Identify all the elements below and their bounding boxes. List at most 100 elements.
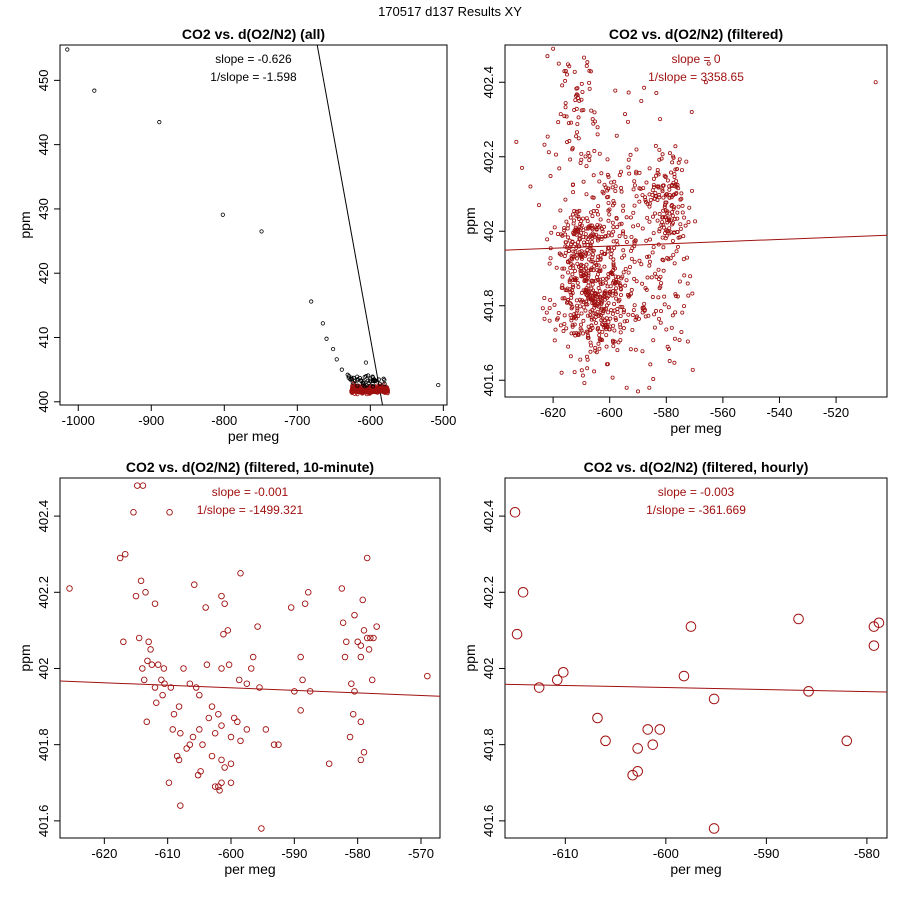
data-point	[578, 326, 583, 331]
data-point	[671, 252, 676, 257]
data-point	[612, 281, 617, 286]
data-point	[672, 360, 677, 365]
data-point	[363, 360, 369, 365]
data-point	[629, 256, 634, 261]
data-point	[573, 249, 578, 254]
data-point	[556, 120, 561, 125]
data-point	[590, 255, 595, 260]
data-point	[585, 276, 590, 281]
data-point	[653, 143, 658, 148]
data-point	[610, 311, 615, 316]
data-point	[175, 703, 183, 710]
data-point	[540, 306, 545, 311]
data-point	[690, 188, 695, 193]
data-point	[661, 245, 666, 250]
data-point	[191, 581, 198, 588]
data-point	[612, 179, 617, 184]
data-point	[656, 295, 661, 300]
data-point	[582, 277, 587, 282]
data-point	[619, 189, 624, 194]
data-point	[651, 182, 656, 187]
data-point	[626, 90, 631, 95]
data-point	[581, 273, 586, 278]
data-point	[652, 325, 657, 330]
data-point	[299, 676, 306, 684]
data-point	[143, 718, 151, 726]
data-point	[565, 226, 570, 231]
data-point	[654, 274, 659, 279]
data-point	[596, 292, 601, 297]
data-point	[552, 225, 557, 230]
data-point	[636, 316, 641, 321]
data-point	[680, 210, 685, 215]
data-point	[670, 313, 675, 318]
data-point	[610, 220, 615, 225]
data-point	[608, 316, 613, 321]
data-point	[579, 322, 584, 327]
data-point	[557, 251, 562, 256]
chart-title: CO2 vs. d(O2/N2) (all)	[182, 26, 325, 42]
data-point	[666, 257, 671, 262]
data-point	[590, 214, 595, 219]
data-point	[350, 386, 355, 391]
y-axis-label: ppm	[17, 211, 33, 238]
data-point	[218, 756, 225, 764]
data-point	[572, 108, 577, 113]
data-point	[610, 203, 615, 208]
data-point	[577, 98, 582, 103]
data-point	[592, 305, 597, 310]
plot-frame	[59, 477, 441, 839]
data-point	[600, 281, 605, 286]
data-point	[660, 257, 665, 262]
data-point	[654, 308, 659, 313]
data-point	[132, 592, 140, 600]
data-point	[169, 726, 176, 733]
data-point	[611, 239, 616, 244]
y-tick-label: 401.8	[36, 728, 51, 761]
data-point	[562, 114, 567, 119]
data-point	[592, 300, 597, 305]
data-point	[569, 318, 574, 323]
data-point	[368, 676, 376, 684]
data-point	[559, 370, 564, 375]
data-point	[575, 261, 580, 266]
data-point	[670, 160, 675, 165]
x-tick-label: -520	[823, 405, 849, 420]
data-point	[570, 263, 575, 268]
data-point	[617, 222, 622, 227]
data-point	[570, 272, 575, 277]
data-point	[629, 234, 634, 239]
data-point	[614, 286, 619, 291]
data-point	[144, 657, 151, 665]
data-point	[548, 256, 553, 261]
data-point	[552, 302, 557, 307]
data-point	[580, 216, 585, 221]
data-point	[586, 295, 591, 300]
data-point	[562, 225, 567, 230]
data-point	[675, 294, 680, 299]
data-point	[173, 752, 181, 760]
y-tick-label: 402	[481, 658, 496, 680]
data-point	[606, 301, 611, 306]
data-point	[248, 665, 255, 672]
data-point	[708, 823, 720, 834]
data-point	[576, 240, 581, 245]
data-point	[564, 114, 569, 119]
data-point	[591, 301, 596, 306]
data-point	[670, 213, 675, 218]
data-point	[568, 265, 573, 270]
data-point	[604, 344, 609, 349]
data-point	[580, 331, 585, 336]
data-point	[578, 263, 583, 268]
data-point	[653, 211, 658, 216]
data-point	[686, 220, 691, 225]
inverse-slope-annotation: 1/slope = 3358.65	[648, 70, 744, 84]
data-point	[611, 344, 616, 349]
data-point	[671, 206, 676, 211]
x-tick-label: -610	[155, 846, 181, 861]
data-point	[192, 684, 200, 691]
data-point	[708, 693, 720, 705]
data-point	[357, 653, 365, 661]
data-point	[587, 68, 592, 73]
